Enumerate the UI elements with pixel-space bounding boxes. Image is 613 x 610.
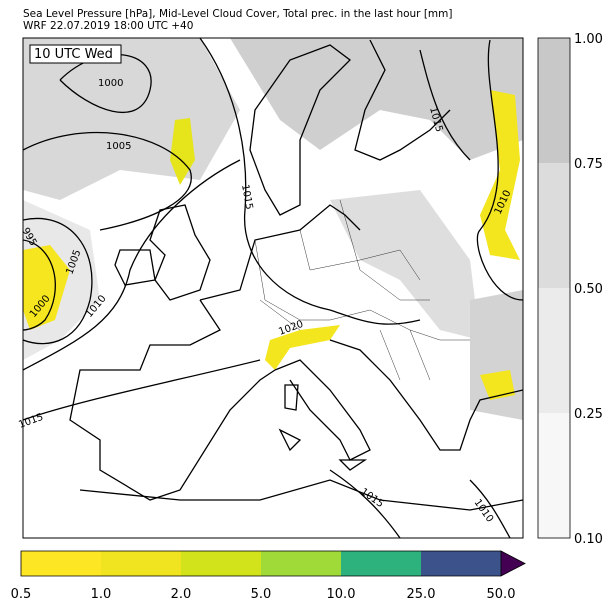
contour-label: 1005 <box>106 141 131 152</box>
colorbar-tick-label: 1.0 <box>91 587 112 602</box>
precip-colorbar: 0.5 1.0 2.0 5.0 10.0 25.0 50.0 <box>11 550 526 602</box>
contour-label: 1000 <box>98 78 123 89</box>
colorbar-tick-label: 0.50 <box>574 282 603 297</box>
subtitle-line: WRF 22.07.2019 18:00 UTC +40 <box>23 20 193 32</box>
colorbar-tick-label: 5.0 <box>251 587 272 602</box>
cloud-area <box>230 38 523 160</box>
colorbar-tick-label: 0.10 <box>574 532 603 547</box>
precip-area <box>480 370 515 400</box>
cloud-area <box>470 290 523 420</box>
precip-area <box>265 325 340 370</box>
colorbar-tick-label: 25.0 <box>407 587 436 602</box>
colorbar-tick-label: 0.75 <box>574 157 603 172</box>
precip-area <box>480 90 520 260</box>
colorbar-tick-label: 1.00 <box>574 32 603 47</box>
contour-label: 1015 <box>239 184 254 211</box>
title-line: Sea Level Pressure [hPa], Mid-Level Clou… <box>23 8 453 20</box>
colorbar-tick-label: 50.0 <box>487 587 516 602</box>
map: 10 UTC Wed 1000 1005 1015 1015 995 1005 … <box>17 37 524 539</box>
colorbar-tick-label: 10.0 <box>327 587 356 602</box>
colorbar-tick-label: 2.0 <box>171 587 192 602</box>
precip-area <box>23 245 70 330</box>
colorbar-tick-label: 0.5 <box>11 587 32 602</box>
cloud-area <box>330 190 480 340</box>
colorbar-tick-label: 0.25 <box>574 407 603 422</box>
time-label: 10 UTC Wed <box>34 47 113 62</box>
cloud-colorbar: 0.10 0.25 0.50 0.75 1.00 <box>537 32 603 547</box>
